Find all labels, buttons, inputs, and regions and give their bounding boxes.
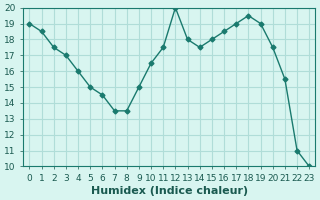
X-axis label: Humidex (Indice chaleur): Humidex (Indice chaleur) — [91, 186, 248, 196]
